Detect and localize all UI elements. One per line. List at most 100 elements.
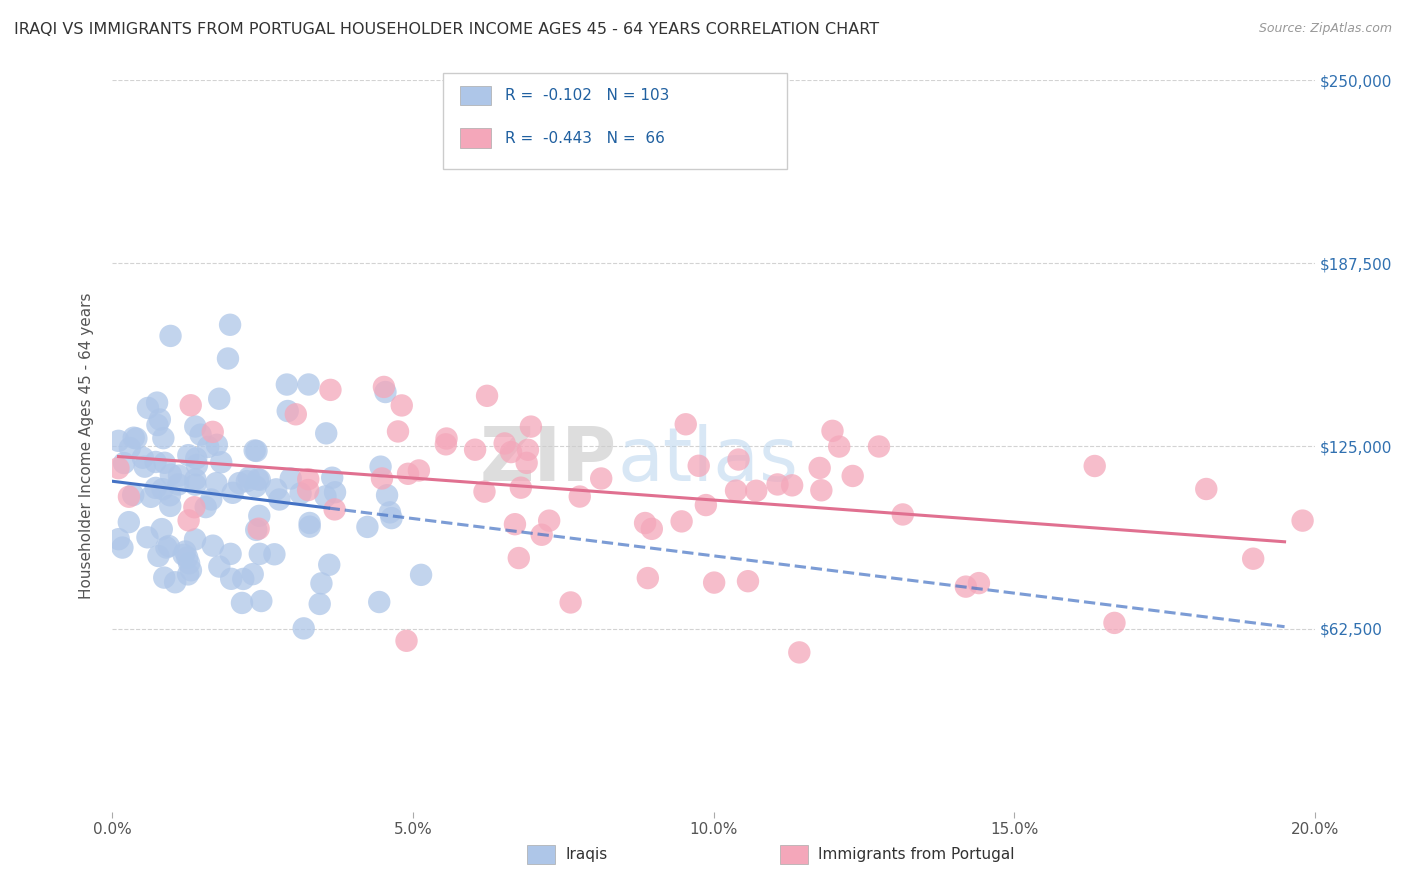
Point	[290, 486, 312, 500]
Point	[641, 522, 664, 536]
Point	[152, 431, 174, 445]
Point	[297, 472, 319, 486]
Point	[724, 483, 747, 498]
Point	[277, 404, 299, 418]
Point	[122, 431, 145, 445]
Point	[184, 533, 207, 547]
Text: ZIP: ZIP	[479, 424, 617, 497]
Point	[1241, 551, 1264, 566]
Point	[205, 438, 228, 452]
Point	[1084, 458, 1107, 473]
Point	[891, 508, 914, 522]
Point	[269, 492, 291, 507]
Point	[219, 547, 242, 561]
Point	[200, 492, 222, 507]
Point	[132, 450, 155, 465]
Point	[434, 437, 457, 451]
Point	[671, 515, 693, 529]
Point	[180, 563, 202, 577]
Point	[217, 351, 239, 366]
Point	[107, 532, 129, 546]
Point	[184, 419, 207, 434]
Point	[219, 318, 242, 332]
Point	[246, 472, 269, 486]
Point	[139, 490, 162, 504]
Point	[107, 461, 129, 475]
Point	[280, 471, 302, 485]
Point	[177, 567, 200, 582]
Point	[190, 427, 212, 442]
Point	[591, 471, 613, 485]
Point	[238, 471, 260, 485]
Point	[315, 426, 337, 441]
Point	[197, 440, 219, 454]
Point	[176, 550, 198, 565]
Point	[955, 580, 977, 594]
Point	[249, 473, 271, 487]
Point	[107, 434, 129, 448]
Point	[146, 395, 169, 409]
Point	[249, 547, 271, 561]
Point	[177, 513, 200, 527]
Point	[868, 440, 890, 454]
Point	[727, 452, 749, 467]
Point	[373, 380, 395, 394]
Point	[236, 474, 259, 488]
Point	[520, 419, 543, 434]
Point	[675, 417, 697, 432]
Point	[745, 483, 768, 498]
Point	[111, 541, 134, 555]
Point	[264, 483, 287, 497]
Point	[568, 490, 591, 504]
Point	[396, 467, 419, 481]
Point	[194, 500, 217, 514]
Point	[159, 499, 181, 513]
Point	[221, 485, 243, 500]
Point	[530, 527, 553, 541]
Point	[297, 377, 319, 392]
Point	[242, 567, 264, 582]
Point	[153, 571, 176, 585]
Point	[475, 389, 498, 403]
Point	[263, 547, 285, 561]
Point	[1104, 615, 1126, 630]
Point	[122, 488, 145, 502]
Point	[688, 458, 710, 473]
Point	[808, 461, 831, 475]
Point	[231, 596, 253, 610]
Point	[136, 530, 159, 544]
Point	[323, 485, 346, 500]
Point	[508, 551, 530, 566]
Point	[201, 425, 224, 439]
Point	[391, 399, 413, 413]
Point	[789, 645, 811, 659]
Point	[371, 471, 394, 485]
Point	[841, 469, 863, 483]
Point	[695, 498, 717, 512]
Point	[208, 559, 231, 574]
Point	[737, 574, 759, 589]
Point	[245, 479, 267, 493]
Point	[208, 392, 231, 406]
Point	[503, 517, 526, 532]
Point	[637, 571, 659, 585]
Point	[967, 576, 990, 591]
Point	[136, 401, 159, 415]
Point	[321, 471, 343, 485]
Point	[205, 476, 228, 491]
Y-axis label: Householder Income Ages 45 - 64 years: Householder Income Ages 45 - 64 years	[79, 293, 94, 599]
Point	[219, 572, 242, 586]
Point	[395, 633, 418, 648]
Point	[173, 548, 195, 562]
Point	[152, 482, 174, 496]
Point	[209, 455, 232, 469]
Point	[247, 508, 270, 523]
Point	[165, 575, 187, 590]
Point	[245, 523, 267, 537]
Point	[153, 456, 176, 470]
Point	[183, 500, 205, 515]
Point	[186, 458, 208, 472]
Point	[160, 467, 183, 482]
Point	[319, 383, 342, 397]
Point	[464, 442, 486, 457]
